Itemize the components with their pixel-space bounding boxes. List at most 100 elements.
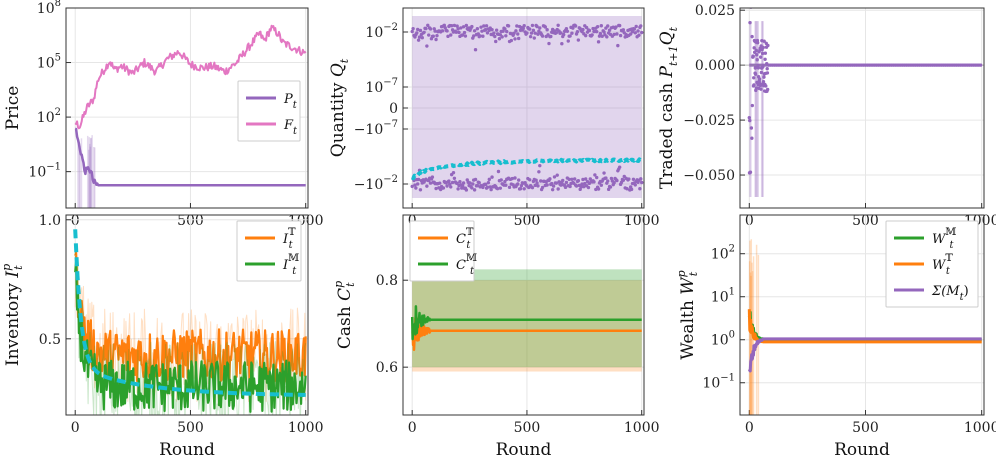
scatter-point: [592, 180, 596, 184]
x-axis-label: Round: [159, 440, 215, 460]
scatter-point: [477, 181, 481, 185]
plot-frame: [402, 7, 645, 209]
x-tick-label: 0: [71, 420, 80, 436]
scatter-point: [762, 75, 766, 79]
scatter-point: [555, 173, 559, 177]
scatter-point: [537, 170, 541, 174]
scatter-point: [536, 184, 540, 188]
scatter-point: [516, 178, 521, 182]
scatter-point: [607, 28, 612, 32]
scatter-point: [415, 182, 420, 186]
band-green: [412, 269, 642, 368]
scatter-point: [757, 77, 762, 81]
legend-entry: C𝕄 t: [456, 253, 477, 277]
scatter-point: [615, 178, 619, 183]
scatter-point: [513, 176, 517, 180]
scatter-point: [595, 24, 600, 29]
plot-frame: [402, 214, 645, 416]
series-line-F: [74, 24, 307, 130]
scatter-point: [497, 37, 502, 41]
legend-entry: I𝕋 t: [282, 227, 296, 251]
scatter-point: [625, 187, 629, 191]
scatter-point: [751, 54, 755, 59]
scatter-point: [434, 37, 438, 42]
scatter-point: [561, 32, 566, 37]
scatter-point: [509, 38, 514, 43]
x-tick-label: 500: [852, 420, 879, 436]
scatter-point: [559, 31, 563, 35]
scatter-point: [512, 31, 516, 35]
scatter-point: [422, 30, 426, 34]
scatter-point: [484, 24, 489, 28]
plot-frame: [739, 7, 985, 209]
scatter-point: [515, 24, 519, 28]
scatter-point: [556, 23, 560, 28]
scatter-point: [590, 33, 594, 37]
scatter-point: [602, 30, 606, 34]
scatter-point: [532, 36, 536, 40]
scatter-point: [615, 32, 619, 36]
scatter-point: [468, 181, 472, 185]
scatter-point: [759, 70, 764, 75]
scatter-point: [554, 181, 559, 185]
scatter-point: [584, 25, 589, 30]
scatter-point: [483, 27, 488, 32]
scatter-point: [630, 30, 635, 34]
legend-entry: W𝕋 t: [932, 253, 953, 277]
scatter-point: [461, 25, 466, 29]
scatter-point: [755, 53, 759, 57]
series-line-P: [74, 127, 307, 187]
x-tick-label: 500: [514, 420, 541, 436]
scatter-point: [552, 175, 557, 179]
scatter-point: [564, 180, 569, 185]
scatter-point: [584, 33, 588, 38]
scatter-point: [473, 48, 478, 52]
scatter-point: [550, 181, 554, 186]
scatter-point: [425, 184, 429, 188]
scatter-point: [591, 26, 595, 31]
scatter-point: [568, 184, 572, 189]
scatter-point: [637, 33, 641, 37]
legend-box: [409, 220, 475, 282]
scatter-point: [596, 40, 601, 44]
legend-entry: Σ(Mt): [931, 284, 969, 303]
scatter-point: [489, 187, 493, 192]
scatter-point: [599, 183, 604, 187]
scatter-point: [602, 171, 606, 175]
scatter-point: [488, 185, 492, 189]
scatter-point: [485, 31, 490, 35]
y-tick-label: −0.050: [683, 168, 735, 184]
y-tick-label: 0.5: [39, 332, 61, 348]
scatter-point: [528, 34, 533, 39]
series-line-green: [410, 305, 643, 341]
scatter-point: [587, 28, 592, 33]
scatter-point: [519, 183, 524, 188]
scatter-point: [540, 34, 545, 38]
scatter-point: [595, 29, 599, 34]
scatter-point: [584, 177, 588, 181]
scatter-point: [449, 23, 454, 28]
panel-inventory: 0 500 1000 1.0 0.5 Inventory Ipt Round I𝕋 t I𝕄 t: [0, 213, 324, 460]
scatter-point: [612, 181, 616, 185]
scatter-point: [636, 29, 640, 33]
y-axis-label: Price: [3, 86, 23, 131]
scatter-point: [583, 181, 587, 186]
scatter-point: [470, 24, 474, 29]
scatter-point: [761, 64, 765, 68]
scatter-point: [758, 55, 763, 59]
scatter-point: [593, 173, 597, 177]
scatter-point: [640, 180, 644, 185]
scatter-point: [606, 179, 610, 183]
scatter-point: [575, 30, 580, 34]
scatter-point: [482, 24, 486, 28]
scatter-point: [410, 29, 414, 34]
y-axis-label: Cash Cpt: [332, 281, 357, 349]
y-axis-label: Traded cash Pt+1Qt: [657, 26, 680, 189]
x-tick-label: 1000: [964, 420, 996, 436]
x-tick-label: 500: [177, 420, 204, 436]
scatter-point: [478, 34, 482, 38]
scatter-point: [563, 185, 568, 190]
scatter-point: [597, 34, 602, 38]
